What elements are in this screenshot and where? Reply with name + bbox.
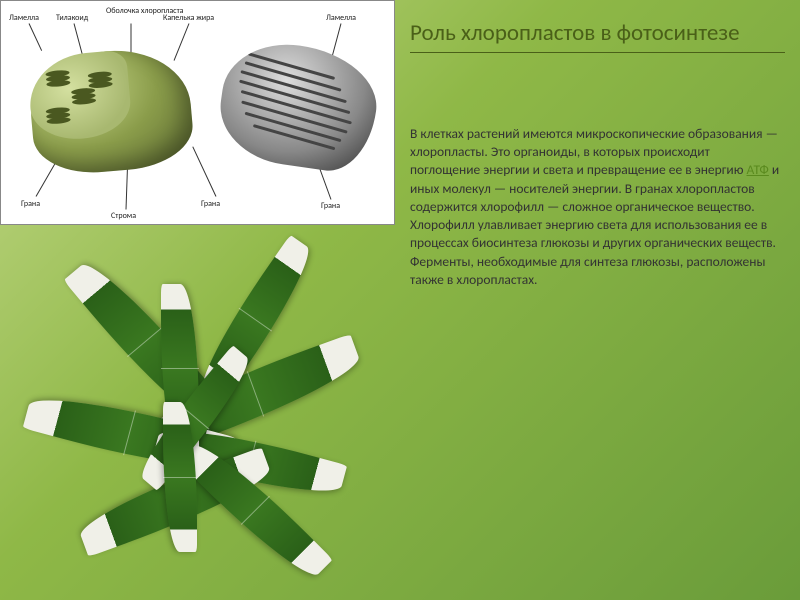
- diagram-schematic: [11, 31, 211, 206]
- diagram-em: [216, 21, 386, 206]
- chloroplast-cutaway: [26, 49, 133, 142]
- page-title: Роль хлоропластов в фотосинтезе: [410, 20, 785, 46]
- title-block: Роль хлоропластов в фотосинтезе: [410, 20, 785, 53]
- slide: Ламелла Тилакоид Оболочка хлоропласта Ка…: [0, 0, 800, 600]
- label-fat: Капелька жира: [163, 13, 214, 23]
- body-part-a: В клетках растений имеются микроскопичес…: [410, 125, 778, 178]
- body-text: В клетках растений имеются микроскопичес…: [410, 125, 780, 289]
- label-thylakoid: Тилакоид: [56, 13, 88, 23]
- label-lamella: Ламелла: [9, 13, 39, 23]
- plant-image: [15, 260, 375, 590]
- chloroplast-body: [26, 44, 196, 177]
- title-rule: [410, 52, 785, 53]
- em-body: [213, 36, 383, 176]
- chloroplast-diagram: Ламелла Тилакоид Оболочка хлоропласта Ка…: [0, 0, 395, 225]
- body-part-b: и иных молекул — носителей энергии. В гр…: [410, 161, 779, 287]
- atp-link[interactable]: АТФ: [747, 161, 769, 178]
- label-stroma: Строма: [111, 211, 136, 221]
